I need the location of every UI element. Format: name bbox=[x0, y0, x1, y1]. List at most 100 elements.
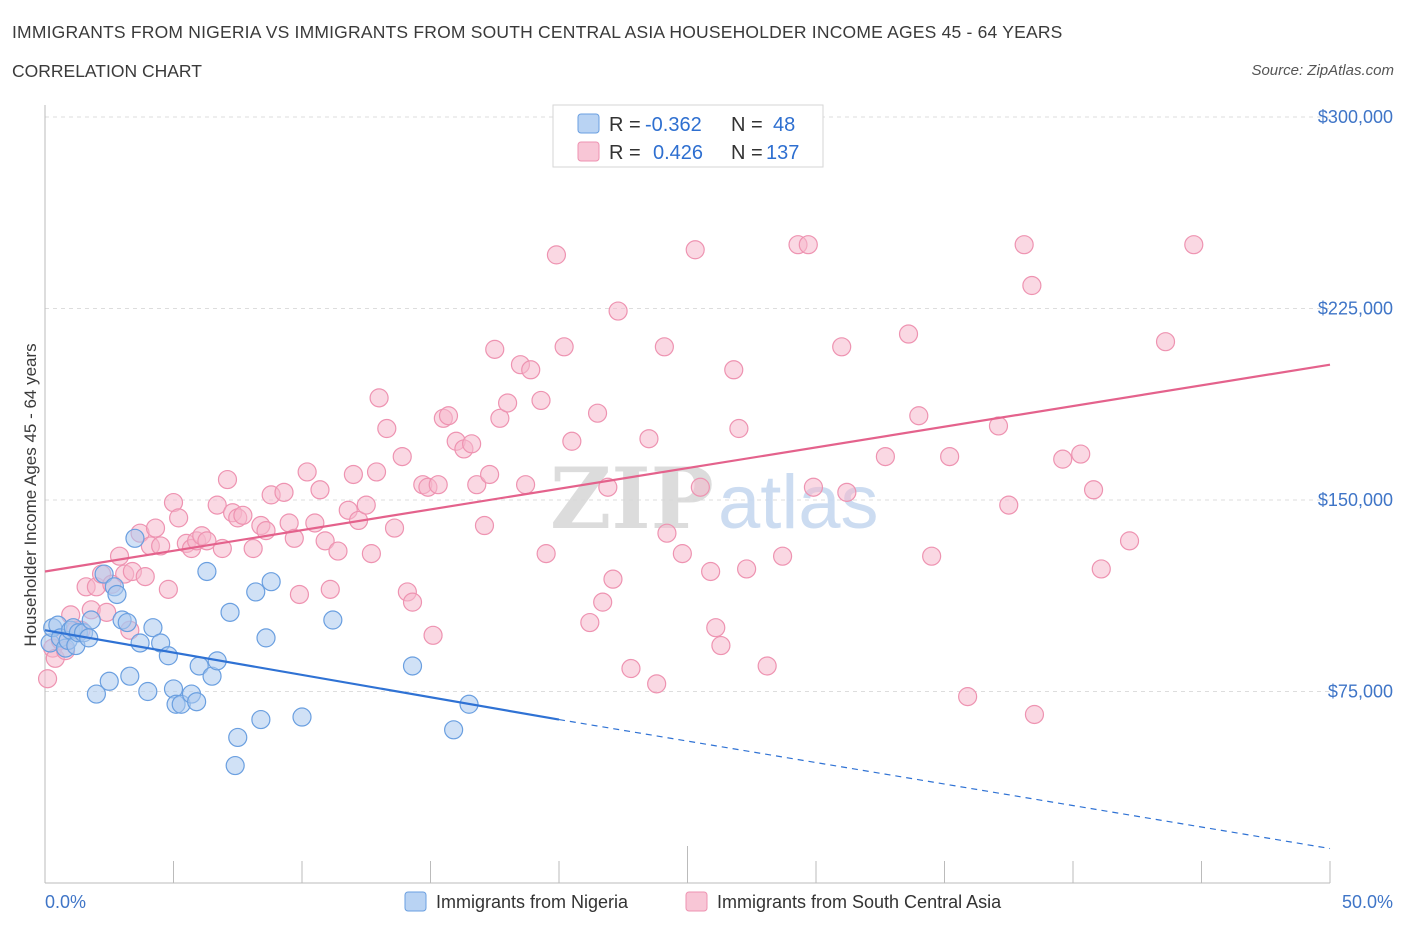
sca-point-118 bbox=[958, 687, 978, 707]
sca-point-74 bbox=[480, 464, 500, 485]
sca-point-59 bbox=[384, 518, 405, 538]
sca-point-94 bbox=[647, 674, 667, 694]
sca-point-19 bbox=[135, 566, 155, 587]
x-tick-label-1: 50.0% bbox=[1342, 892, 1393, 912]
sca-point-86 bbox=[580, 612, 600, 633]
trend-line-sca bbox=[44, 363, 1331, 573]
sca-point-129 bbox=[1155, 332, 1176, 352]
stats-swatch-sca bbox=[577, 141, 600, 162]
legend-swatch-sca bbox=[685, 891, 708, 912]
nigeria-point-44 bbox=[323, 610, 343, 630]
stats-r-label-sca: R = bbox=[609, 142, 641, 164]
sca-point-96 bbox=[657, 523, 677, 543]
y-axis-title: Householder Income Ages 45 - 64 years bbox=[21, 343, 40, 646]
sca-point-117 bbox=[940, 446, 960, 467]
nigeria-point-40 bbox=[251, 709, 271, 730]
nigeria-point-14 bbox=[94, 564, 114, 584]
stats-swatch-nigeria bbox=[577, 113, 600, 134]
legend-label-nigeria: Immigrants from Nigeria bbox=[436, 892, 629, 912]
nigeria-point-13 bbox=[86, 684, 107, 704]
sca-point-22 bbox=[151, 536, 171, 556]
sca-point-83 bbox=[546, 245, 567, 265]
sca-point-97 bbox=[672, 544, 692, 564]
chart-title: IMMIGRANTS FROM NIGERIA VS IMMIGRANTS FR… bbox=[12, 22, 1063, 42]
sca-point-100 bbox=[701, 561, 721, 582]
nigeria-point-36 bbox=[220, 602, 240, 622]
sca-point-82 bbox=[536, 544, 556, 564]
y-tick-label-1: $225,000 bbox=[1318, 299, 1393, 319]
nigeria-point-41 bbox=[256, 628, 276, 648]
sca-point-77 bbox=[498, 393, 518, 413]
y-axis-tick-labels: $300,000 $225,000 $150,000 $75,000 bbox=[1318, 107, 1393, 702]
sca-point-126 bbox=[1083, 480, 1104, 500]
nigeria-point-21 bbox=[125, 528, 145, 548]
grid-lines bbox=[45, 116, 1330, 692]
sca-point-127 bbox=[1091, 559, 1111, 579]
nigeria-point-23 bbox=[138, 681, 158, 702]
sca-point-128 bbox=[1119, 531, 1140, 551]
stats-box: R = -0.362 N = 48 R = 0.426 N = 137 bbox=[552, 104, 824, 168]
sca-point-73 bbox=[474, 515, 495, 536]
trend-line-nigeria bbox=[44, 629, 560, 721]
source-credit: Source: ZipAtlas.com bbox=[1251, 62, 1394, 79]
sca-point-37 bbox=[243, 538, 263, 559]
legend-swatch-nigeria bbox=[404, 891, 427, 912]
sca-point-81 bbox=[531, 390, 551, 411]
sca-point-56 bbox=[366, 462, 387, 482]
sca-point-12 bbox=[97, 602, 117, 622]
sca-point-50 bbox=[328, 541, 348, 561]
sca-point-101 bbox=[706, 618, 726, 638]
trend-lines bbox=[44, 363, 1331, 850]
sca-point-43 bbox=[284, 528, 304, 548]
nigeria-point-39 bbox=[246, 582, 266, 602]
sca-point-79 bbox=[515, 475, 536, 495]
stats-r-label-nigeria: R = bbox=[609, 114, 641, 136]
nigeria-point-24 bbox=[143, 618, 163, 638]
sca-point-91 bbox=[608, 301, 628, 321]
sca-point-110 bbox=[803, 477, 824, 497]
sca-point-72 bbox=[467, 475, 487, 495]
stats-n-value-nigeria: 48 bbox=[773, 114, 795, 136]
sca-point-23 bbox=[158, 579, 178, 599]
sca-point-116 bbox=[922, 546, 942, 566]
sca-point-111 bbox=[832, 337, 852, 357]
trend-line-nigeria-extrapolated bbox=[558, 718, 1331, 850]
stats-r-value-nigeria: -0.362 bbox=[645, 114, 702, 136]
sca-point-102 bbox=[711, 635, 731, 656]
sca-point-84 bbox=[554, 337, 574, 357]
sca-point-31 bbox=[207, 495, 227, 515]
stats-n-label-sca: N = bbox=[731, 142, 763, 164]
sca-point-47 bbox=[310, 480, 330, 500]
sca-point-95 bbox=[654, 337, 674, 357]
sca-point-114 bbox=[898, 324, 919, 344]
sca-point-75 bbox=[485, 339, 505, 359]
sca-point-98 bbox=[685, 240, 705, 260]
nigeria-point-20 bbox=[120, 666, 140, 686]
sca-point-115 bbox=[909, 406, 929, 426]
sca-point-112 bbox=[837, 482, 857, 502]
sca-point-45 bbox=[297, 462, 317, 482]
sca-point-57 bbox=[369, 388, 389, 408]
x-axis-tick-labels: 0.0% 50.0% bbox=[45, 892, 1393, 912]
y-tick-label-2: $150,000 bbox=[1318, 490, 1393, 510]
nigeria-point-19 bbox=[117, 612, 137, 633]
sca-point-36 bbox=[233, 505, 253, 525]
sca-point-90 bbox=[603, 569, 623, 589]
sca-point-122 bbox=[1022, 275, 1042, 296]
sca-point-109 bbox=[798, 235, 818, 255]
sca-point-25 bbox=[169, 508, 189, 528]
nigeria-point-12 bbox=[81, 610, 101, 630]
x-tick-label-0: 0.0% bbox=[45, 892, 86, 912]
nigeria-point-22 bbox=[130, 633, 150, 653]
stats-r-value-sca: 0.426 bbox=[653, 142, 703, 164]
sca-point-113 bbox=[875, 446, 895, 467]
nigeria-point-46 bbox=[444, 720, 464, 740]
nigeria-point-15 bbox=[99, 671, 119, 691]
sca-point-66 bbox=[428, 475, 448, 495]
sca-point-52 bbox=[343, 464, 363, 485]
sca-point-121 bbox=[1014, 235, 1034, 255]
sca-point-87 bbox=[587, 403, 608, 423]
sca-point-55 bbox=[361, 544, 381, 564]
stats-n-label-nigeria: N = bbox=[731, 114, 763, 136]
chart-subtitle: CORRELATION CHART bbox=[12, 61, 202, 81]
